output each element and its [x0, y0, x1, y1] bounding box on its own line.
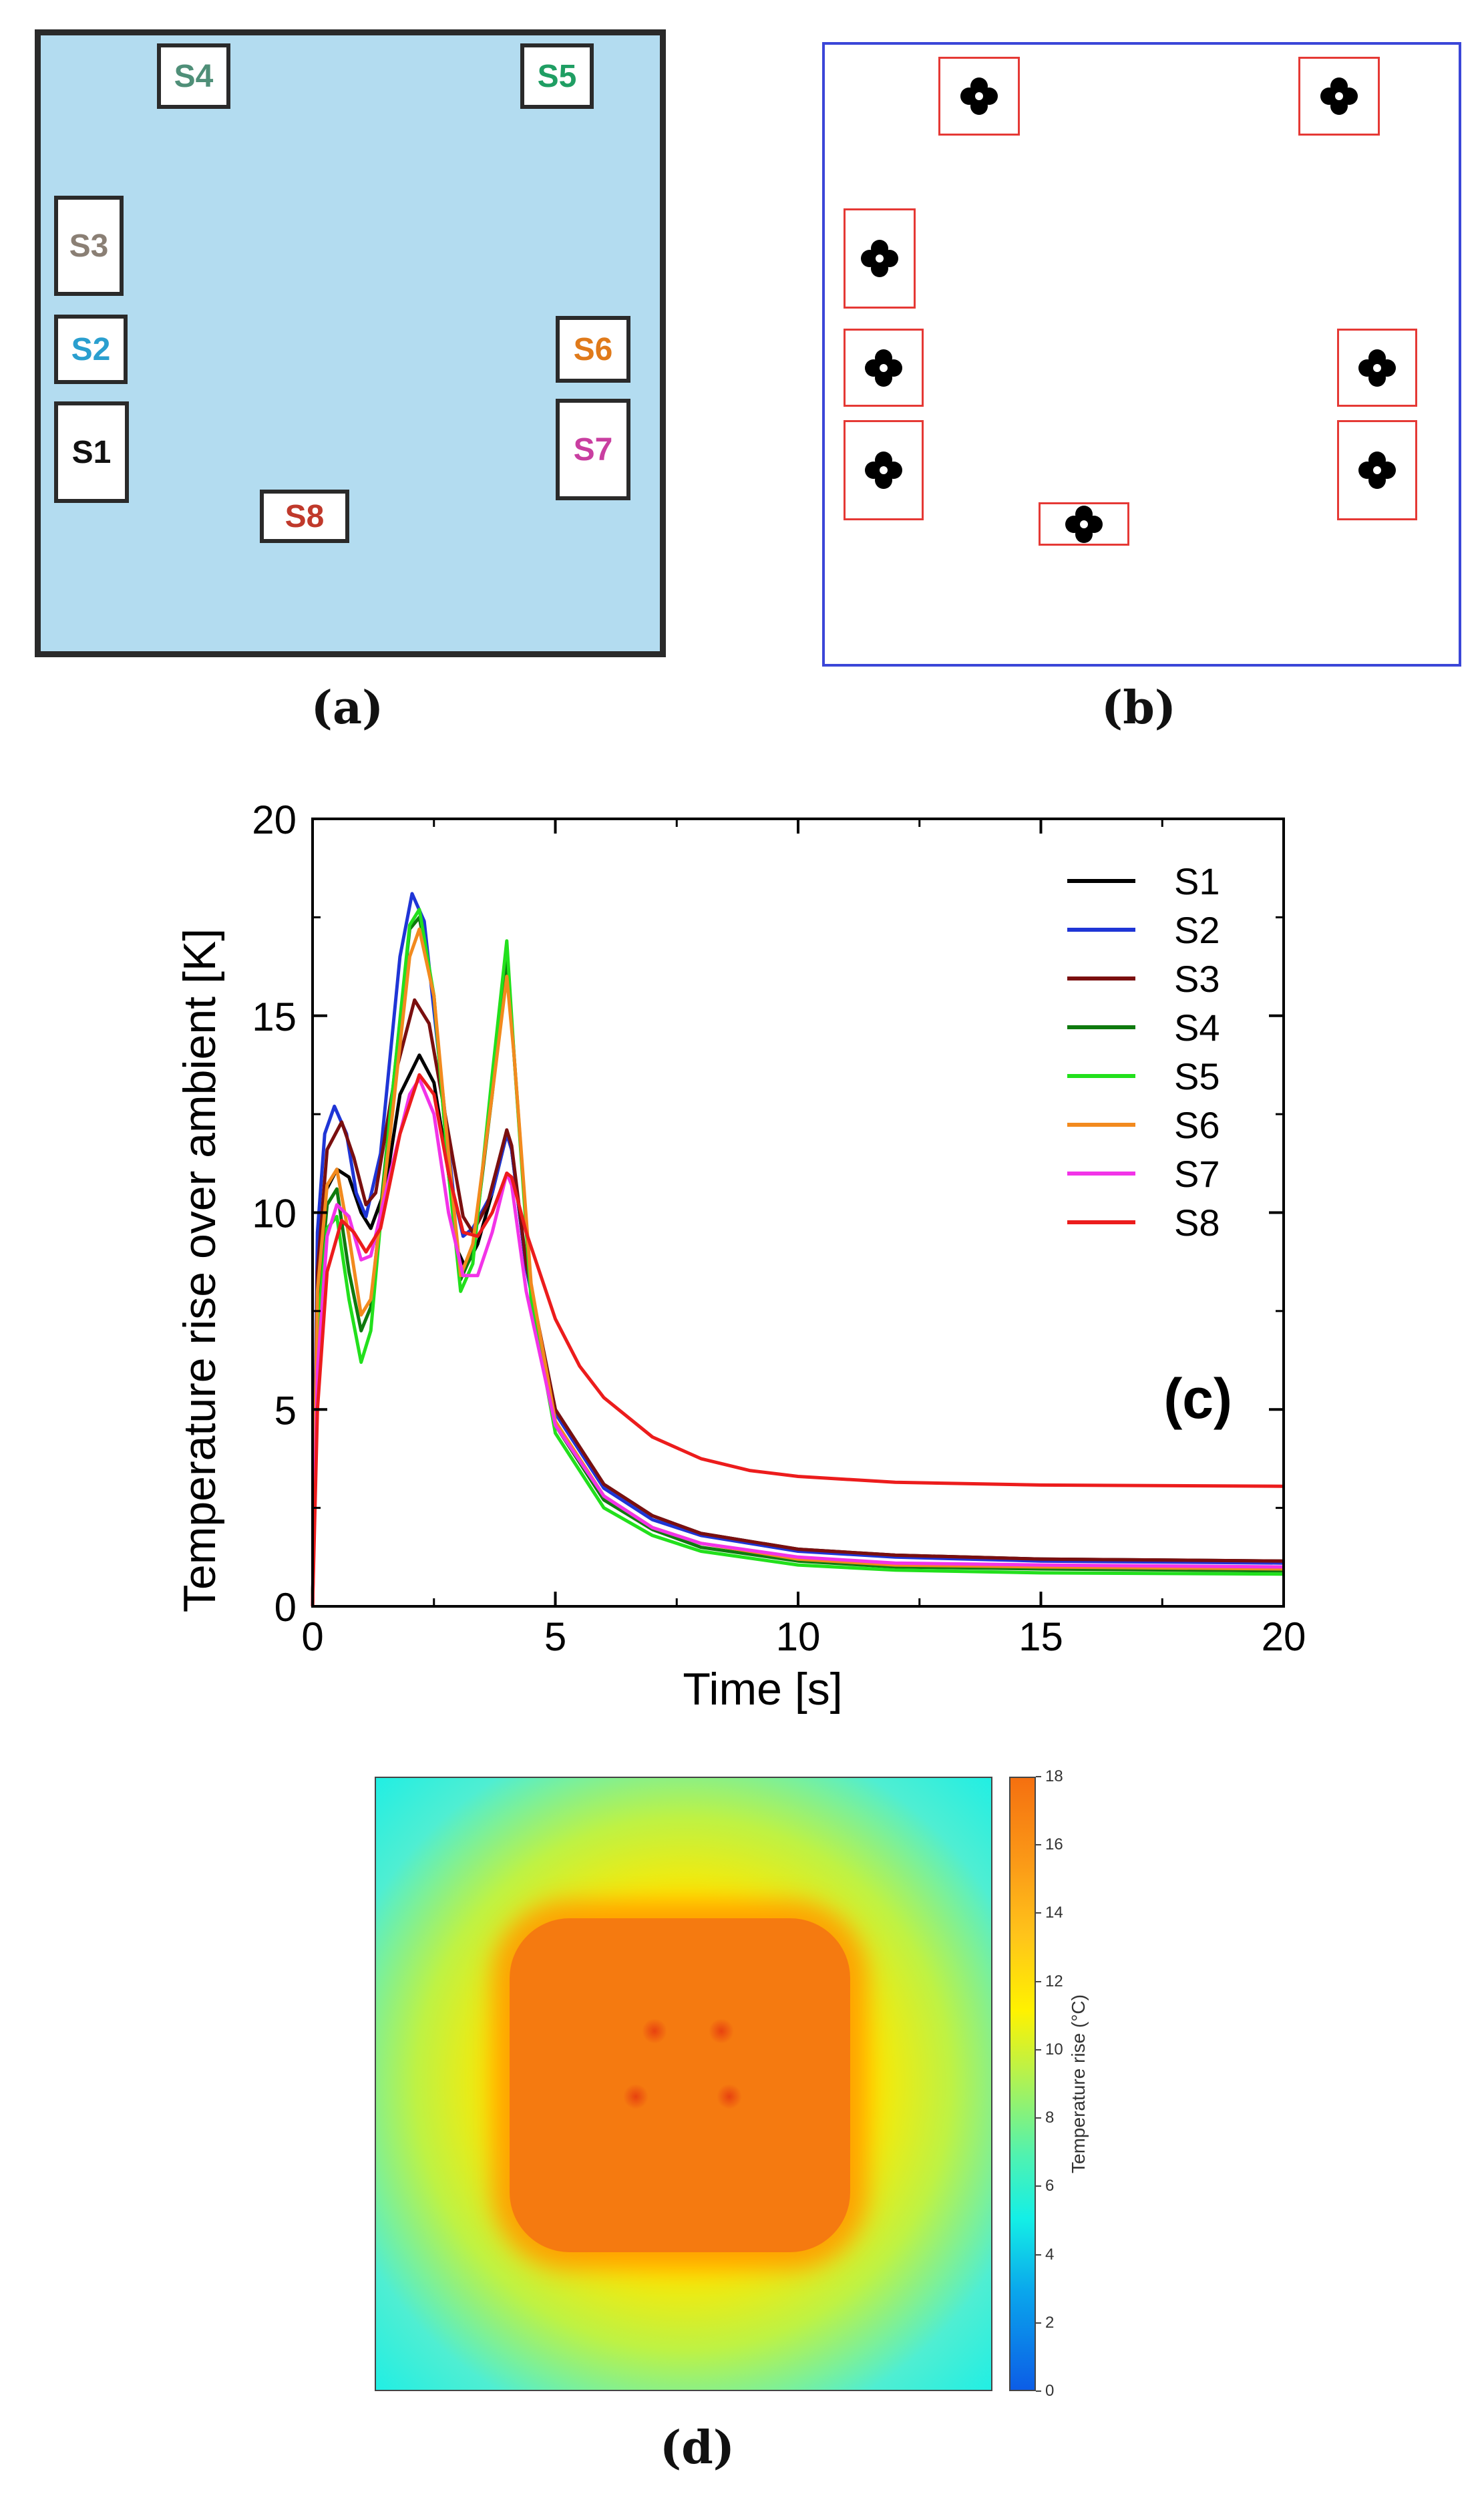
legend-label-s1: S1: [1174, 860, 1220, 902]
y-tick-label: 20: [252, 797, 297, 842]
sensor-blob-icon: [960, 77, 998, 115]
sensor-label-s3: S3: [54, 196, 124, 296]
legend-label-s7: S7: [1174, 1153, 1220, 1195]
colorbar-tick-label: 18: [1045, 1767, 1063, 1785]
series-line-s3: [311, 998, 1284, 1607]
chart-series-group: [311, 892, 1284, 1607]
heatmap-hot-region: [510, 1918, 850, 2252]
detection-box: [1298, 57, 1380, 136]
temperature-chart: 0 5 10 15 20 0 5 10 15 20 S1 S2 S3 S4 S5 S6 S7 S8 Time […: [174, 797, 1306, 1715]
sensor-blob-icon: [1358, 349, 1396, 387]
sensor-blob-icon: [861, 240, 898, 277]
temperature-heatmap: [375, 1777, 992, 2391]
colorbar-tick-mark: [1036, 2254, 1041, 2256]
sensor-label-s7: S7: [556, 399, 630, 500]
colorbar-tick-mark: [1036, 2390, 1041, 2392]
colorbar-tick-mark: [1036, 1776, 1041, 1777]
colorbar-tick-mark: [1036, 1912, 1041, 1914]
colorbar-tick-mark: [1036, 1844, 1041, 1846]
colorbar-tick-mark: [1036, 2322, 1041, 2324]
colorbar-tick-mark: [1036, 2048, 1041, 2050]
panel-d-label: (d): [660, 2421, 735, 2475]
series-line-s1: [311, 1053, 1284, 1607]
panel-c-label: (c): [1163, 1367, 1232, 1430]
colorbar-title: Temperature rise (°C): [1068, 1994, 1089, 2173]
detection-box: [844, 208, 916, 309]
x-tick-label: 20: [1262, 1614, 1306, 1659]
y-axis-label: Temperature rise over ambient [K]: [174, 928, 225, 1612]
detection-box: [1337, 329, 1417, 407]
sensor-blob-icon: [865, 349, 902, 387]
detection-box: [1039, 502, 1129, 546]
sensor-label-s5: S5: [520, 43, 594, 109]
series-line-s4: [311, 915, 1284, 1607]
sensor-blob-icon: [1320, 77, 1358, 115]
colorbar-tick-label: 4: [1045, 2245, 1055, 2264]
detection-box: [938, 57, 1020, 136]
colorbar-tick-label: 6: [1045, 2177, 1055, 2195]
series-line-s2: [311, 892, 1284, 1607]
legend-label-s2: S2: [1174, 909, 1220, 951]
y-tick-label: 5: [274, 1388, 297, 1433]
series-line-s8: [311, 1073, 1284, 1607]
y-tick-label: 10: [252, 1192, 297, 1236]
y-tick-label: 0: [274, 1585, 297, 1630]
sensor-label-s6: S6: [556, 316, 630, 383]
detection-box: [844, 420, 924, 520]
colorbar-tick-label: 2: [1045, 2313, 1055, 2332]
axis-ticks: 0 5 10 15 20 0 5 10 15 20: [252, 797, 1306, 1659]
panel-a-label: (a): [311, 681, 384, 735]
colorbar-tick-mark: [1036, 1980, 1041, 1982]
detection-view: [822, 42, 1461, 667]
legend-label-s4: S4: [1174, 1007, 1220, 1049]
sensor-blob-icon: [865, 452, 902, 489]
board-layout: S4 S5 S3 S2 S1 S6 S7 S8: [35, 29, 666, 657]
colorbar-tick-label: 16: [1045, 1835, 1063, 1854]
x-tick-label: 5: [544, 1614, 566, 1659]
detection-box: [844, 329, 924, 407]
heatmap-hotspot: [709, 2018, 734, 2044]
colorbar-tick-mark: [1036, 2117, 1041, 2119]
x-tick-label: 0: [301, 1614, 323, 1659]
legend-label-s6: S6: [1174, 1104, 1220, 1146]
sensor-blob-icon: [1358, 452, 1396, 489]
sensor-label-s2: S2: [54, 315, 128, 384]
colorbar-tick-mark: [1036, 2185, 1041, 2187]
colorbar-tick-label: 0: [1045, 2382, 1055, 2400]
sensor-blob-icon: [1065, 505, 1103, 543]
sensor-label-s4: S4: [157, 43, 230, 109]
legend-label-s5: S5: [1174, 1055, 1220, 1097]
x-tick-label: 10: [776, 1614, 821, 1659]
x-axis-label: Time [s]: [683, 1664, 842, 1715]
colorbar-tick-label: 12: [1045, 1972, 1063, 1990]
x-tick-label: 15: [1018, 1614, 1063, 1659]
sensor-label-s8: S8: [260, 490, 349, 543]
sensor-label-s1: S1: [54, 401, 129, 503]
heatmap-hotspot: [642, 2018, 667, 2044]
colorbar: [1009, 1777, 1036, 2391]
colorbar-tick-label: 8: [1045, 2109, 1055, 2127]
colorbar-tick-label: 10: [1045, 2040, 1063, 2059]
heatmap-hotspot: [623, 2084, 648, 2109]
legend-label-s8: S8: [1174, 1202, 1220, 1244]
series-line-s7: [311, 1077, 1284, 1607]
detection-box: [1337, 420, 1417, 520]
series-line-s5: [311, 908, 1284, 1607]
colorbar-tick-label: 14: [1045, 1904, 1063, 1922]
y-tick-label: 15: [252, 995, 297, 1039]
heatmap-hotspot: [717, 2084, 742, 2109]
chart-legend: S1 S2 S3 S4 S5 S6 S7 S8: [1067, 860, 1220, 1244]
panel-b-label: (b): [1101, 681, 1176, 735]
series-line-s6: [311, 927, 1284, 1607]
legend-label-s3: S3: [1174, 958, 1220, 1000]
